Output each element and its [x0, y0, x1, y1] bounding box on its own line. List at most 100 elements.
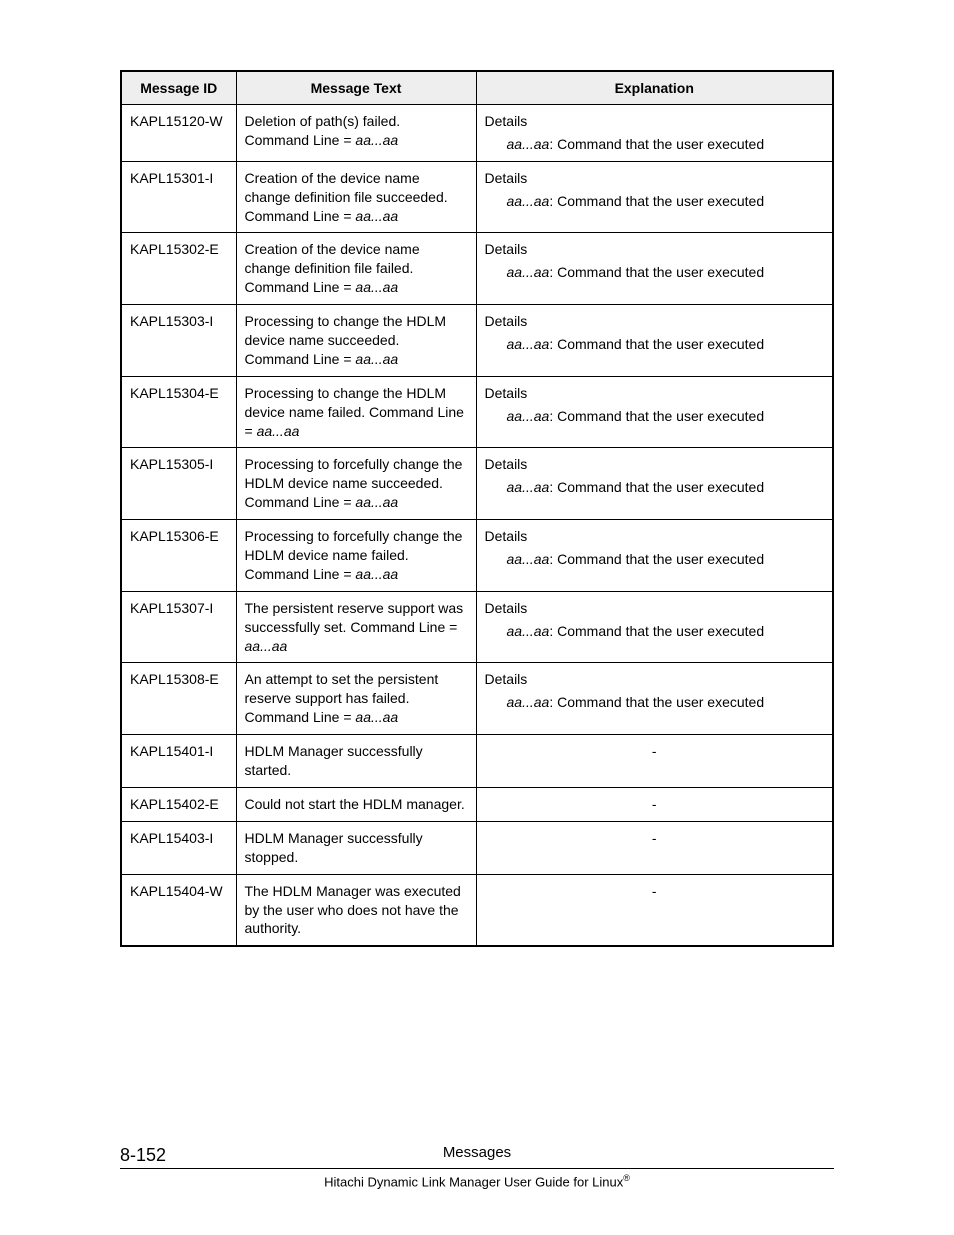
- cell-message-id: KAPL15403-I: [121, 821, 236, 874]
- message-text-placeholder: aa...aa: [355, 208, 398, 224]
- cell-message-text: Deletion of path(s) failed. Command Line…: [236, 105, 476, 162]
- explanation-rest: : Command that the user executed: [549, 336, 764, 352]
- explanation-dash: -: [652, 830, 657, 846]
- table-row: KAPL15307-IThe persistent reserve suppor…: [121, 591, 833, 663]
- explanation-detail: aa...aa: Command that the user executed: [485, 135, 825, 154]
- cell-message-text: HDLM Manager successfully started.: [236, 735, 476, 788]
- table-row: KAPL15303-IProcessing to change the HDLM…: [121, 305, 833, 377]
- explanation-rest: : Command that the user executed: [549, 479, 764, 495]
- cell-message-text: An attempt to set the persistent reserve…: [236, 663, 476, 735]
- table-row: KAPL15401-I HDLM Manager successfully sta…: [121, 735, 833, 788]
- explanation-placeholder: aa...aa: [507, 551, 550, 567]
- table-row: KAPL15120-WDeletion of path(s) failed. C…: [121, 105, 833, 162]
- explanation-label: Details: [485, 599, 825, 618]
- message-text-body: The HDLM Manager was executed by the use…: [245, 883, 461, 937]
- explanation-placeholder: aa...aa: [507, 193, 550, 209]
- page-footer: 8-152 Messages Hitachi Dynamic Link Mana…: [120, 1144, 834, 1189]
- explanation-placeholder: aa...aa: [507, 264, 550, 280]
- message-text-body: Creation of the device name change defin…: [245, 170, 448, 224]
- cell-message-text: Processing to change the HDLM device nam…: [236, 376, 476, 448]
- explanation-detail: aa...aa: Command that the user executed: [485, 407, 825, 426]
- messages-table: Message ID Message Text Explanation KAPL…: [120, 70, 834, 947]
- header-message-id: Message ID: [121, 71, 236, 105]
- message-text-body: HDLM Manager successfully started.: [245, 743, 423, 778]
- cell-explanation: Details aa...aa: Command that the user ex…: [476, 105, 833, 162]
- explanation-placeholder: aa...aa: [507, 694, 550, 710]
- explanation-detail: aa...aa: Command that the user executed: [485, 550, 825, 569]
- table-row: KAPL15305-IProcessing to forcefully chan…: [121, 448, 833, 520]
- table-row: KAPL15404-WThe HDLM Manager was executed…: [121, 874, 833, 946]
- message-text-body: Could not start the HDLM manager.: [245, 796, 465, 812]
- explanation-rest: : Command that the user executed: [549, 264, 764, 280]
- cell-explanation: Detailsaa...aa: Command that the user ex…: [476, 376, 833, 448]
- cell-explanation: Details aa...aa: Command that the user ex…: [476, 233, 833, 305]
- explanation-placeholder: aa...aa: [507, 479, 550, 495]
- cell-explanation: Details aa...aa: Command that the user ex…: [476, 520, 833, 592]
- explanation-placeholder: aa...aa: [507, 408, 550, 424]
- cell-message-id: KAPL15120-W: [121, 105, 236, 162]
- explanation-rest: : Command that the user executed: [549, 623, 764, 639]
- table-row: KAPL15308-EAn attempt to set the persist…: [121, 663, 833, 735]
- table-row: KAPL15301-ICreation of the device name c…: [121, 161, 833, 233]
- message-text-body: Processing to forcefully change the HDLM…: [245, 528, 463, 582]
- cell-message-id: KAPL15301-I: [121, 161, 236, 233]
- header-message-text: Message Text: [236, 71, 476, 105]
- explanation-detail: aa...aa: Command that the user executed: [485, 693, 825, 712]
- cell-explanation: -: [476, 821, 833, 874]
- explanation-detail: aa...aa: Command that the user executed: [485, 263, 825, 282]
- explanation-dash: -: [652, 796, 657, 812]
- explanation-label: Details: [485, 112, 825, 131]
- message-text-placeholder: aa...aa: [355, 279, 398, 295]
- explanation-detail: aa...aa: Command that the user executed: [485, 192, 825, 211]
- message-text-body: Processing to change the HDLM device nam…: [245, 313, 447, 367]
- page-number: 8-152: [120, 1145, 166, 1166]
- table-header-row: Message ID Message Text Explanation: [121, 71, 833, 105]
- cell-explanation: -: [476, 787, 833, 821]
- footer-guide-title: Hitachi Dynamic Link Manager User Guide …: [120, 1173, 834, 1189]
- explanation-detail: aa...aa: Command that the user executed: [485, 335, 825, 354]
- cell-message-text: Could not start the HDLM manager.: [236, 787, 476, 821]
- explanation-rest: : Command that the user executed: [549, 136, 764, 152]
- message-text-placeholder: aa...aa: [355, 709, 398, 725]
- cell-message-text: The HDLM Manager was executed by the use…: [236, 874, 476, 946]
- explanation-label: Details: [485, 240, 825, 259]
- cell-message-text: HDLM Manager successfully stopped.: [236, 821, 476, 874]
- cell-message-text: Processing to forcefully change the HDLM…: [236, 520, 476, 592]
- message-text-placeholder: aa...aa: [355, 132, 398, 148]
- cell-message-text: Processing to change the HDLM device nam…: [236, 305, 476, 377]
- explanation-label: Details: [485, 169, 825, 188]
- explanation-detail: aa...aa: Command that the user executed: [485, 622, 825, 641]
- header-explanation: Explanation: [476, 71, 833, 105]
- explanation-label: Details: [485, 670, 825, 689]
- cell-message-text: Processing to forcefully change the HDLM…: [236, 448, 476, 520]
- cell-message-id: KAPL15308-E: [121, 663, 236, 735]
- explanation-placeholder: aa...aa: [507, 336, 550, 352]
- message-text-placeholder: aa...aa: [355, 351, 398, 367]
- explanation-placeholder: aa...aa: [507, 623, 550, 639]
- cell-explanation: Details aa...aa: Command that the user ex…: [476, 161, 833, 233]
- explanation-rest: : Command that the user executed: [549, 694, 764, 710]
- table-row: KAPL15302-ECreation of the device name c…: [121, 233, 833, 305]
- cell-message-id: KAPL15303-I: [121, 305, 236, 377]
- cell-explanation: Details aa...aa: Command that the user ex…: [476, 663, 833, 735]
- cell-message-id: KAPL15304-E: [121, 376, 236, 448]
- explanation-rest: : Command that the user executed: [549, 551, 764, 567]
- cell-explanation: Detailsaa...aa: Command that the user ex…: [476, 305, 833, 377]
- message-text-placeholder: aa...aa: [355, 566, 398, 582]
- message-text-body: HDLM Manager successfully stopped.: [245, 830, 423, 865]
- footer-section-title: Messages: [120, 1144, 834, 1161]
- cell-message-id: KAPL15401-I: [121, 735, 236, 788]
- explanation-detail: aa...aa: Command that the user executed: [485, 478, 825, 497]
- message-text-body: The persistent reserve support was succe…: [245, 600, 464, 635]
- table-row: KAPL15306-EProcessing to forcefully chan…: [121, 520, 833, 592]
- message-text-placeholder: aa...aa: [245, 638, 288, 654]
- message-text-placeholder: aa...aa: [355, 494, 398, 510]
- cell-message-id: KAPL15306-E: [121, 520, 236, 592]
- message-text-body: An attempt to set the persistent reserve…: [245, 671, 439, 725]
- message-text-placeholder: aa...aa: [257, 423, 300, 439]
- cell-message-text: Creation of the device name change defin…: [236, 233, 476, 305]
- message-text-body: Processing to forcefully change the HDLM…: [245, 456, 463, 510]
- table-row: KAPL15402-ECould not start the HDLM mana…: [121, 787, 833, 821]
- table-row: KAPL15304-EProcessing to change the HDLM…: [121, 376, 833, 448]
- explanation-label: Details: [485, 527, 825, 546]
